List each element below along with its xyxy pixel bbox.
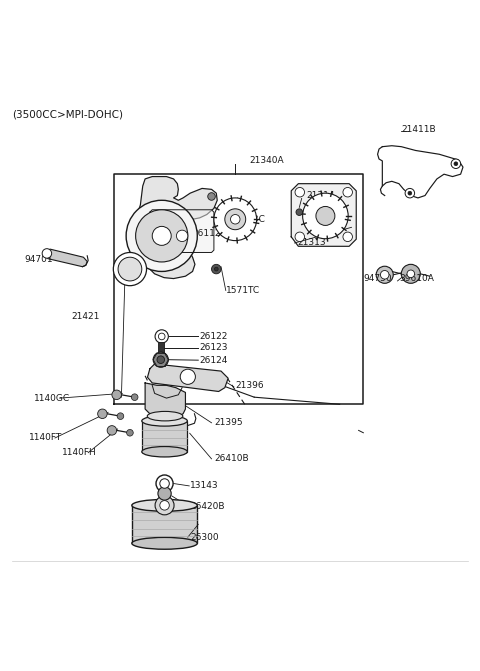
Circle shape	[451, 159, 461, 168]
Text: 21421: 21421	[72, 312, 100, 321]
Circle shape	[112, 390, 121, 399]
Text: 1140FH: 1140FH	[62, 448, 97, 457]
Circle shape	[295, 187, 304, 197]
Circle shape	[155, 496, 174, 515]
Circle shape	[225, 209, 246, 229]
Circle shape	[160, 479, 169, 488]
Circle shape	[132, 394, 138, 401]
Text: 26124: 26124	[200, 356, 228, 364]
Ellipse shape	[132, 499, 197, 511]
Circle shape	[156, 475, 173, 492]
Text: 26113C: 26113C	[230, 215, 265, 223]
Text: 21314: 21314	[306, 191, 335, 200]
Circle shape	[407, 270, 415, 278]
Text: 39610A: 39610A	[399, 274, 434, 283]
Text: 1140FT: 1140FT	[29, 433, 62, 442]
Text: 21411B: 21411B	[401, 125, 436, 134]
Circle shape	[152, 226, 171, 246]
Text: 94701: 94701	[24, 255, 53, 264]
Polygon shape	[145, 383, 185, 416]
Circle shape	[127, 429, 133, 436]
Circle shape	[214, 198, 257, 241]
Circle shape	[160, 501, 169, 510]
Circle shape	[376, 266, 393, 283]
Circle shape	[343, 232, 352, 242]
Bar	[132, 505, 197, 544]
Circle shape	[401, 264, 420, 283]
Circle shape	[113, 252, 146, 286]
Circle shape	[212, 264, 221, 274]
Polygon shape	[45, 249, 87, 266]
Text: 21340A: 21340A	[250, 156, 284, 166]
Circle shape	[215, 267, 218, 271]
Circle shape	[408, 191, 412, 195]
Circle shape	[208, 193, 216, 200]
Circle shape	[343, 187, 352, 197]
Polygon shape	[291, 184, 356, 246]
Circle shape	[155, 330, 168, 343]
Polygon shape	[150, 210, 214, 252]
Circle shape	[302, 193, 348, 239]
Text: 26112C: 26112C	[192, 229, 228, 238]
Text: 13143: 13143	[190, 481, 219, 491]
Text: 1571TC: 1571TC	[226, 286, 260, 295]
Circle shape	[381, 270, 389, 279]
Circle shape	[454, 162, 458, 166]
Circle shape	[230, 215, 240, 224]
Ellipse shape	[147, 411, 183, 421]
Circle shape	[180, 369, 195, 384]
Text: 26123: 26123	[200, 344, 228, 352]
Text: 1140GC: 1140GC	[34, 394, 70, 403]
Text: 21395: 21395	[214, 418, 242, 427]
Text: 94750: 94750	[363, 274, 392, 283]
Circle shape	[158, 487, 171, 500]
Ellipse shape	[132, 537, 197, 550]
Circle shape	[153, 352, 168, 367]
Polygon shape	[147, 364, 228, 391]
Circle shape	[117, 413, 124, 419]
Text: 26410B: 26410B	[214, 454, 249, 464]
Circle shape	[296, 209, 302, 215]
Circle shape	[97, 409, 107, 419]
Text: (3500CC>MPI-DOHC): (3500CC>MPI-DOHC)	[12, 110, 123, 120]
Ellipse shape	[142, 446, 187, 457]
Circle shape	[158, 333, 165, 340]
Circle shape	[177, 230, 188, 242]
Polygon shape	[136, 176, 217, 278]
Circle shape	[295, 232, 304, 242]
Text: 26300: 26300	[190, 533, 219, 541]
Text: 21396: 21396	[235, 381, 264, 390]
Circle shape	[405, 189, 415, 198]
Text: 26122: 26122	[200, 332, 228, 341]
Circle shape	[136, 210, 188, 262]
Bar	[142, 421, 187, 452]
Circle shape	[157, 356, 165, 364]
Circle shape	[316, 207, 335, 225]
Circle shape	[126, 200, 197, 272]
Circle shape	[118, 257, 142, 281]
Text: 21313: 21313	[297, 238, 325, 248]
Text: 26420B: 26420B	[190, 503, 225, 511]
Bar	[158, 342, 164, 354]
Circle shape	[107, 425, 117, 435]
Ellipse shape	[142, 415, 187, 426]
Circle shape	[42, 249, 52, 258]
